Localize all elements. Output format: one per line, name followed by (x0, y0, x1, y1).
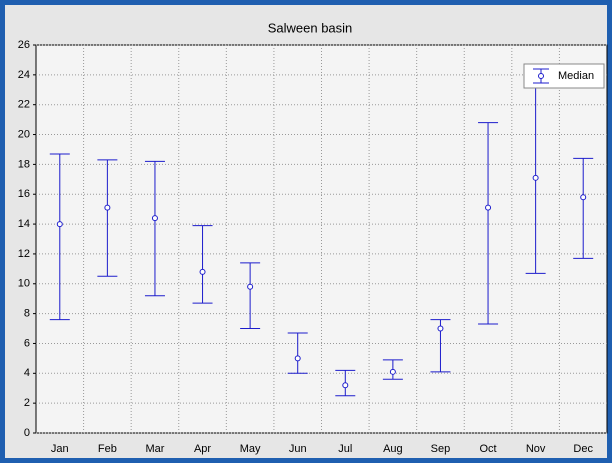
median-point (294, 355, 301, 362)
plot-area (35, 44, 608, 434)
x-tick-label: Aug (383, 443, 403, 455)
x-tick-label: Apr (194, 443, 211, 455)
median-point (247, 283, 254, 290)
median-point (342, 382, 349, 389)
y-tick-label: 24 (18, 69, 30, 81)
y-tick-label: 16 (18, 188, 30, 200)
median-point (389, 368, 396, 375)
chart-title: Salween basin (268, 20, 353, 35)
x-tick-label: Jul (338, 443, 352, 455)
y-tick-label: 2 (24, 397, 30, 409)
y-tick-label: 4 (24, 367, 30, 379)
median-point (580, 194, 587, 201)
y-tick-label: 20 (18, 128, 30, 140)
median-point (199, 268, 206, 275)
x-tick-label: Jun (289, 443, 307, 455)
median-point (151, 215, 158, 222)
median-point (485, 204, 492, 211)
legend-icon (538, 73, 544, 79)
y-tick-label: 14 (18, 218, 30, 230)
x-tick-label: Feb (98, 443, 117, 455)
x-tick-label: Nov (526, 443, 546, 455)
x-tick-label: Dec (573, 443, 593, 455)
x-tick-label: May (240, 443, 261, 455)
x-tick-label: Jan (51, 443, 69, 455)
median-point (532, 174, 539, 181)
y-tick-label: 6 (24, 337, 30, 349)
x-tick-label: Mar (145, 443, 164, 455)
y-tick-label: 12 (18, 248, 30, 260)
median-point (104, 204, 111, 211)
y-tick-label: 26 (18, 39, 30, 51)
median-point (437, 325, 444, 332)
y-tick-label: 0 (24, 427, 30, 439)
y-tick-label: 22 (18, 99, 30, 111)
y-tick-label: 8 (24, 308, 30, 320)
x-tick-label: Oct (479, 443, 496, 455)
legend-label: Median (558, 70, 594, 82)
median-point (56, 221, 63, 228)
x-tick-label: Sep (431, 443, 451, 455)
legend-box (523, 63, 605, 89)
y-tick-label: 18 (18, 158, 30, 170)
y-tick-label: 10 (18, 278, 30, 290)
